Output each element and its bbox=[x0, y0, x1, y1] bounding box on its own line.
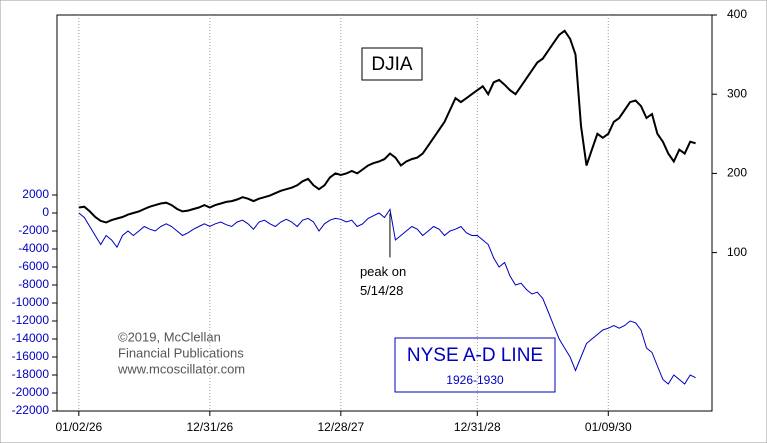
credit: ©2019, McClellan bbox=[118, 329, 221, 344]
djia-box bbox=[361, 47, 423, 81]
y2-tick-label: 100 bbox=[727, 245, 747, 259]
y-tick-label: -2000 bbox=[18, 223, 49, 237]
y-tick-label: -20000 bbox=[12, 385, 50, 399]
y-tick-label: -18000 bbox=[12, 367, 50, 381]
x-tick-label: 01/09/30 bbox=[585, 420, 632, 434]
credit: www.mcoscillator.com bbox=[117, 361, 245, 376]
annotation: 5/14/28 bbox=[360, 283, 403, 298]
y2-tick-label: 300 bbox=[727, 86, 747, 100]
djia-label: DJIA bbox=[371, 54, 413, 75]
y-tick-label: -10000 bbox=[12, 295, 50, 309]
credit: Financial Publications bbox=[118, 345, 244, 360]
y-tick-label: -8000 bbox=[18, 277, 49, 291]
y-tick-label: -16000 bbox=[12, 349, 50, 363]
x-tick-label: 01/02/26 bbox=[55, 420, 102, 434]
ad-box bbox=[394, 337, 556, 393]
plot-area bbox=[56, 14, 713, 412]
ad-date-range: 1926-1930 bbox=[446, 373, 504, 387]
y-tick-label: -4000 bbox=[18, 241, 49, 255]
y-tick-label: 2000 bbox=[22, 187, 49, 201]
y2-tick-label: 400 bbox=[727, 7, 747, 21]
ad-label: NYSE A-D LINE bbox=[407, 345, 543, 366]
x-tick-label: 12/31/28 bbox=[454, 420, 501, 434]
y2-tick-label: 200 bbox=[727, 166, 747, 180]
data-line bbox=[78, 29, 696, 224]
y-tick-label: -12000 bbox=[12, 313, 50, 327]
y-tick-label: -14000 bbox=[12, 331, 50, 345]
x-tick-label: 12/31/26 bbox=[186, 420, 233, 434]
annotation: peak on bbox=[360, 264, 406, 279]
x-tick-label: 12/28/27 bbox=[317, 420, 364, 434]
y-tick-label: -22000 bbox=[12, 403, 50, 417]
y-tick-label: -6000 bbox=[18, 259, 49, 273]
y-tick-label: 0 bbox=[42, 205, 49, 219]
data-line bbox=[78, 208, 696, 385]
